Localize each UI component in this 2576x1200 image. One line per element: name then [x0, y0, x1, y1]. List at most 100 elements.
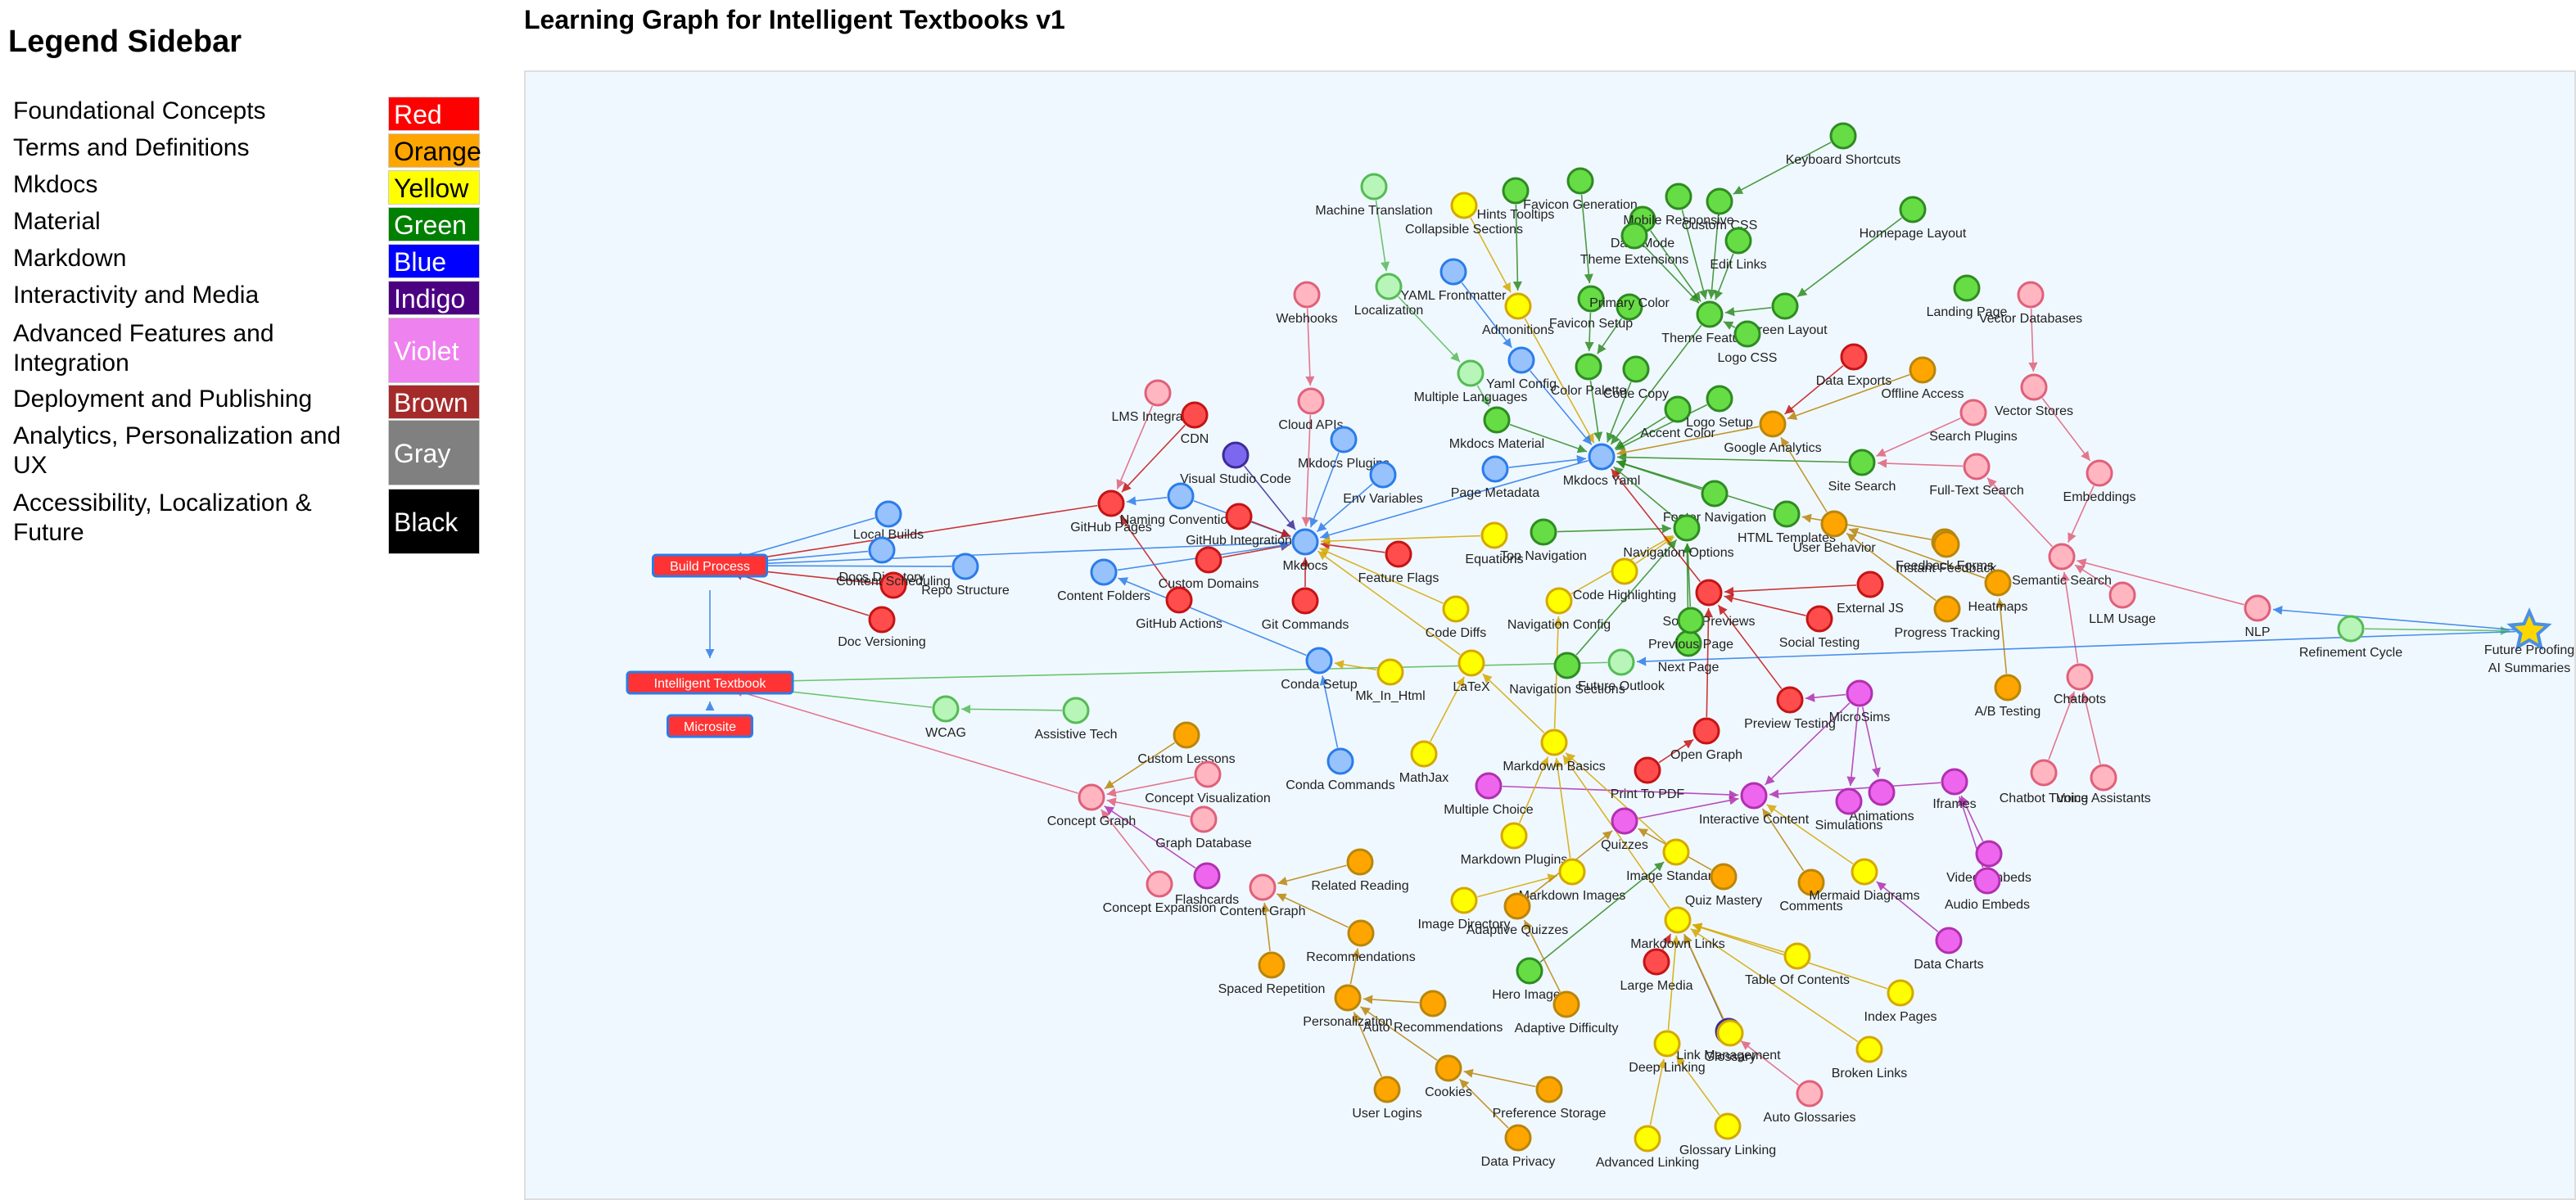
node-circle[interactable]: [1504, 292, 1532, 320]
node-circle[interactable]: [1346, 848, 1374, 876]
graph-node[interactable]: Content Folders: [1057, 558, 1150, 603]
node-circle[interactable]: [2244, 594, 2271, 622]
graph-node[interactable]: Table Of Contents: [1745, 942, 1850, 987]
node-circle[interactable]: [1483, 406, 1511, 434]
graph-node[interactable]: Theme Features: [1661, 300, 1758, 345]
graph-node[interactable]: Page Metadata: [1451, 455, 1540, 500]
graph-node[interactable]: Glossary Linking: [1679, 1112, 1776, 1157]
node-circle[interactable]: [1846, 679, 1873, 707]
graph-node[interactable]: Embeddings: [2063, 459, 2136, 504]
node-circle[interactable]: [1225, 503, 1253, 530]
graph-node[interactable]: Navigation Config: [1507, 587, 1611, 632]
node-circle[interactable]: [1953, 274, 1981, 302]
graph-node[interactable]: Code Highlighting: [1573, 557, 1676, 602]
graph-node[interactable]: Machine Translation: [1315, 173, 1433, 218]
graph-node[interactable]: Webhooks: [1276, 281, 1338, 326]
graph-node[interactable]: Keyboard Shortcuts: [1786, 122, 1901, 167]
graph-node[interactable]: Collapsible Sections: [1405, 192, 1523, 237]
graph-node[interactable]: Heatmaps: [1968, 569, 2028, 614]
graph-node[interactable]: Git Commands: [1262, 587, 1349, 632]
node-circle[interactable]: [1856, 571, 1884, 598]
node-circle[interactable]: [879, 571, 907, 599]
node-circle[interactable]: [1622, 355, 1650, 383]
node-circle[interactable]: [1442, 595, 1470, 623]
graph-node[interactable]: Adaptive Quizzes: [1467, 892, 1569, 937]
node-circle[interactable]: [868, 606, 896, 634]
node-circle[interactable]: [1330, 426, 1358, 453]
graph-node[interactable]: Logo CSS: [1718, 320, 1778, 365]
graph-node[interactable]: YAML Frontmatter: [1401, 258, 1507, 303]
node-circle[interactable]: [1190, 805, 1218, 833]
node-circle[interactable]: [1643, 948, 1670, 976]
node-circle[interactable]: [1664, 395, 1692, 423]
node-circle[interactable]: [1181, 401, 1209, 429]
node-circle[interactable]: [1450, 192, 1478, 219]
graph-node[interactable]: A/B Testing: [1975, 674, 2041, 719]
node-circle[interactable]: [1851, 858, 1878, 886]
graph-node[interactable]: Mkdocs Plugins: [1298, 426, 1390, 471]
graph-node[interactable]: Visual Studio Code: [1180, 441, 1291, 486]
graph-node[interactable]: Screen Layout: [1742, 292, 1828, 337]
node-circle[interactable]: [1963, 453, 1991, 480]
node-circle[interactable]: [1933, 595, 1961, 623]
graph-node[interactable]: Vector Databases: [1979, 281, 2082, 326]
graph-node[interactable]: Data Charts: [1914, 927, 1984, 972]
graph-canvas[interactable]: Keyboard Shortcuts Machine Translation Col…: [524, 70, 2576, 1200]
graph-node[interactable]: Navigation Sections: [1509, 652, 1625, 697]
graph-node[interactable]: Mkdocs Material: [1449, 406, 1544, 451]
graph-node[interactable]: Mk_In_Html: [1355, 658, 1426, 703]
node-circle[interactable]: [1507, 346, 1535, 374]
graph-node[interactable]: Color Palette: [1551, 353, 1627, 398]
graph-node[interactable]: Quiz Mastery: [1685, 863, 1762, 908]
node-circle[interactable]: [1706, 385, 1733, 413]
node-circle[interactable]: [1503, 892, 1531, 920]
future-proofing-star[interactable]: Future Proofing AI Summaries: [2484, 607, 2574, 675]
graph-node[interactable]: Markdown Plugins: [1461, 822, 1568, 867]
graph-node[interactable]: Code Copy: [1603, 355, 1669, 401]
graph-node[interactable]: Hero Images: [1492, 957, 1567, 1002]
node-circle[interactable]: [1941, 768, 1968, 796]
graph-node[interactable]: Doc Versioning: [838, 606, 926, 649]
graph-node[interactable]: Admonitions: [1482, 292, 1554, 337]
node-circle[interactable]: [2030, 759, 2058, 787]
graph-node[interactable]: Favicon Generation: [1523, 167, 1638, 212]
graph-node[interactable]: NLP: [2244, 594, 2271, 639]
graph-node[interactable]: Navigation Options: [1623, 514, 1734, 560]
node-circle[interactable]: [1385, 540, 1412, 568]
graph-node[interactable]: Markdown Basics: [1503, 729, 1606, 774]
graph-node[interactable]: User Logins: [1352, 1076, 1422, 1121]
graph-node[interactable]: Mermaid Diagrams: [1809, 858, 1920, 903]
node-circle[interactable]: [1829, 122, 1857, 150]
graph-node[interactable]: Quizzes: [1601, 807, 1648, 852]
node-circle[interactable]: [1740, 782, 1768, 810]
node-circle[interactable]: [1502, 177, 1530, 205]
node-circle[interactable]: [1375, 273, 1403, 300]
node-circle[interactable]: [1706, 187, 1733, 215]
node-circle[interactable]: [2108, 581, 2136, 609]
graph-node[interactable]: Markdown Links: [1630, 906, 1725, 951]
node-circle[interactable]: [1552, 990, 1580, 1018]
node-circle[interactable]: [1195, 546, 1222, 574]
node-circle[interactable]: [1771, 292, 1799, 320]
node-circle[interactable]: [951, 553, 979, 580]
node-circle[interactable]: [1588, 443, 1616, 471]
node-circle[interactable]: [1222, 441, 1250, 469]
node-circle[interactable]: [1504, 1124, 1532, 1152]
node-circle[interactable]: [1673, 514, 1701, 542]
graph-node[interactable]: Personalization: [1303, 984, 1393, 1029]
graph-node[interactable]: Conda Setup: [1281, 647, 1358, 692]
graph-node[interactable]: Custom Domains: [1159, 546, 1259, 591]
node-circle[interactable]: [1575, 353, 1602, 381]
node-circle[interactable]: [1500, 822, 1528, 850]
node-circle[interactable]: [1701, 480, 1729, 508]
graph-node[interactable]: Homepage Layout: [1860, 196, 1967, 241]
graph-node[interactable]: Instant Feedback: [1896, 530, 1998, 575]
node-circle[interactable]: [2066, 663, 2094, 691]
node-circle[interactable]: [1410, 740, 1438, 768]
graph-node[interactable]: Iframes: [1932, 768, 1977, 811]
node-circle[interactable]: [1984, 569, 2012, 597]
node-circle[interactable]: [1291, 528, 1319, 556]
graph-node[interactable]: Yaml Config: [1486, 346, 1557, 391]
graph-node[interactable]: Chatbots: [2054, 663, 2106, 706]
graph-node[interactable]: Custom CSS: [1682, 187, 1757, 232]
